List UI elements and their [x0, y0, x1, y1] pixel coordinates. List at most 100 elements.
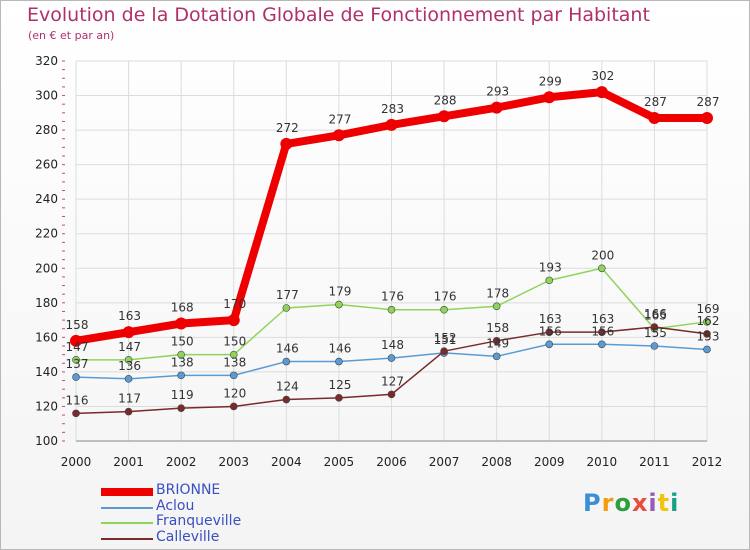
data-label-franqueville: 200	[591, 248, 614, 262]
data-label-calleville: 163	[539, 312, 562, 326]
y-tick-label: 220	[35, 227, 58, 241]
data-label-franqueville: 147	[66, 340, 89, 354]
data-point-brionne	[70, 334, 82, 347]
x-tick-label: 2002	[166, 455, 197, 469]
data-label-calleville: 116	[66, 393, 89, 407]
y-tick-label: 120	[35, 399, 58, 413]
logo-letter: P	[583, 489, 602, 517]
data-point-franqueville	[177, 350, 185, 359]
data-label-aclou: 148	[381, 338, 404, 352]
x-tick-label: 2008	[481, 455, 512, 469]
data-label-calleville: 124	[276, 380, 299, 394]
x-tick-label: 2006	[376, 455, 407, 469]
data-label-brionne: 158	[66, 318, 89, 332]
proxiti-logo: Proxiti	[583, 489, 679, 517]
data-point-franqueville	[72, 356, 80, 364]
data-label-franqueville: 193	[539, 260, 562, 274]
x-tick-label: 2010	[587, 455, 618, 469]
data-label-franqueville: 150	[223, 335, 246, 349]
data-label-aclou: 151	[434, 333, 457, 347]
x-tick-label: 2012	[692, 455, 723, 469]
data-point-brionne	[122, 326, 135, 339]
logo-letter: i	[648, 489, 658, 517]
y-tick-label: 200	[35, 261, 58, 275]
data-label-calleville: 163	[591, 312, 614, 326]
legend-label: Calleville	[156, 528, 220, 545]
chart-subtitle: (en € et par an)	[28, 29, 115, 42]
data-label-franqueville: 178	[486, 286, 509, 300]
data-point-calleville	[440, 347, 448, 355]
data-point-aclou	[598, 340, 606, 349]
data-label-franqueville: 165	[644, 309, 667, 323]
data-point-aclou	[124, 375, 133, 383]
x-tick-label: 2000	[61, 455, 92, 469]
logo-letter: t	[657, 489, 671, 517]
x-tick-label: 2011	[639, 455, 670, 469]
data-label-calleville: 120	[223, 386, 246, 400]
y-tick-label: 280	[35, 123, 58, 137]
data-point-calleville	[545, 328, 554, 336]
logo-letter: i	[670, 489, 680, 517]
data-point-brionne	[595, 86, 608, 99]
data-point-brionne	[701, 112, 713, 124]
legend-swatch	[101, 488, 153, 496]
data-point-aclou	[229, 371, 238, 380]
data-label-brionne: 163	[118, 309, 141, 323]
data-label-brionne: 283	[381, 102, 404, 116]
data-point-franqueville	[229, 350, 238, 359]
data-label-aclou: 146	[276, 342, 299, 356]
data-label-brionne: 287	[644, 95, 667, 109]
data-label-brionne: 287	[697, 95, 720, 109]
data-label-calleville: 158	[486, 321, 509, 335]
data-label-calleville: 127	[381, 374, 404, 388]
data-label-calleville: 152	[434, 331, 457, 345]
data-label-brionne: 170	[223, 297, 246, 311]
legend-swatch	[101, 522, 153, 524]
x-tick-label: 2005	[324, 455, 355, 469]
data-point-calleville	[598, 328, 606, 336]
logo-letter: r	[601, 489, 615, 517]
data-point-calleville	[703, 330, 711, 338]
data-label-calleville: 119	[171, 388, 194, 402]
x-tick-label: 2009	[534, 455, 565, 469]
data-point-franqueville	[440, 305, 448, 314]
data-label-franqueville: 150	[171, 335, 194, 349]
data-label-brionne: 272	[276, 121, 299, 135]
data-label-calleville: 125	[328, 378, 351, 392]
data-point-aclou	[282, 357, 291, 366]
data-point-calleville	[72, 409, 80, 418]
legend-label: Aclou	[156, 497, 195, 514]
data-label-brionne: 302	[591, 69, 614, 83]
data-point-calleville	[335, 394, 343, 402]
legend-swatch	[101, 506, 153, 509]
data-point-brionne	[227, 314, 240, 327]
data-point-aclou	[335, 357, 343, 366]
data-label-aclou: 155	[644, 326, 667, 340]
legend-label: BRIONNE	[156, 482, 221, 498]
legend-label: Franqueville	[156, 513, 242, 529]
data-point-calleville	[650, 323, 659, 331]
data-label-brionne: 293	[486, 85, 509, 99]
logo-letter: o	[614, 489, 632, 517]
data-point-brionne	[385, 118, 398, 131]
x-tick-label: 2007	[429, 455, 460, 469]
x-tick-label: 2001	[113, 455, 144, 469]
y-tick-label: 100	[35, 434, 58, 448]
data-point-brionne	[490, 101, 503, 114]
data-point-aclou	[703, 345, 711, 354]
data-label-aclou: 156	[539, 324, 562, 338]
y-tick-label: 160	[35, 330, 58, 344]
data-label-calleville: 166	[644, 307, 667, 321]
data-point-franqueville	[598, 264, 606, 273]
y-tick-label: 240	[35, 192, 58, 206]
data-point-calleville	[177, 404, 185, 412]
y-tick-label: 140	[35, 365, 58, 379]
data-point-franqueville	[545, 276, 554, 285]
data-point-aclou	[545, 340, 554, 349]
data-label-franqueville: 176	[434, 290, 457, 304]
x-tick-label: 2004	[271, 455, 302, 469]
logo-letter: x	[631, 489, 649, 517]
data-label-aclou: 138	[223, 355, 246, 369]
